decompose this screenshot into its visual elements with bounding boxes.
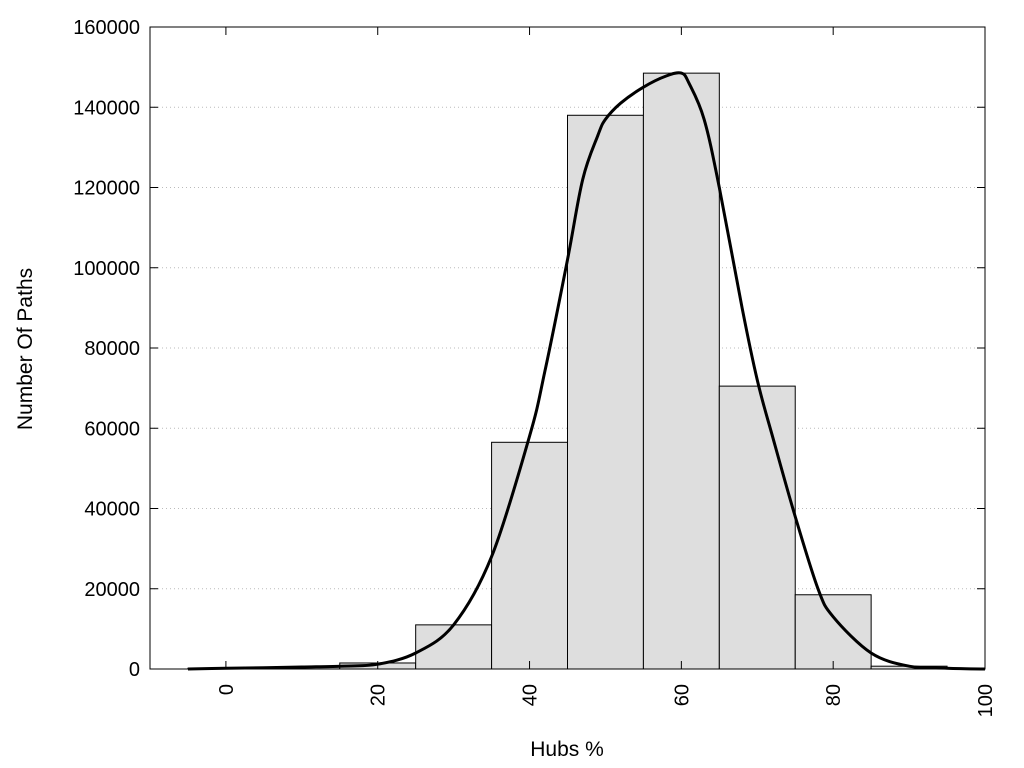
y-tick-label: 60000 xyxy=(84,418,140,440)
histogram-bar xyxy=(642,72,720,670)
y-tick-label: 120000 xyxy=(73,178,140,200)
x-axis-title: Hubs % xyxy=(530,738,604,761)
y-axis-title: Number Of Paths xyxy=(14,268,37,430)
y-tick-label: 0 xyxy=(129,659,140,681)
y-tick-label: 40000 xyxy=(84,499,140,521)
histogram-bars xyxy=(187,72,948,670)
x-tick-label: 0 xyxy=(216,684,238,695)
x-tick-labels: 0 20 40 60 80 100 xyxy=(216,684,997,717)
y-tick-label: 100000 xyxy=(73,258,140,280)
x-tick-label: 20 xyxy=(368,684,390,706)
histogram-bar xyxy=(718,385,796,670)
density-curve xyxy=(187,71,986,671)
density-curve-layer xyxy=(187,71,986,671)
y-tick-labels: 0 20000 40000 60000 80000 100000 120000 140000 1… xyxy=(73,17,140,681)
y-tick-label: 80000 xyxy=(84,338,140,360)
x-tick-label: 80 xyxy=(823,684,845,706)
tick-marks xyxy=(150,26,986,670)
y-tick-label: 160000 xyxy=(73,17,140,39)
y-tick-label: 20000 xyxy=(84,579,140,601)
y-tick-label: 140000 xyxy=(73,97,140,119)
x-tick-label: 40 xyxy=(520,684,542,706)
histogram-bar xyxy=(491,441,568,670)
x-tick-label: 100 xyxy=(975,684,997,717)
histogram-bar xyxy=(794,594,872,670)
x-tick-label: 60 xyxy=(671,684,693,706)
